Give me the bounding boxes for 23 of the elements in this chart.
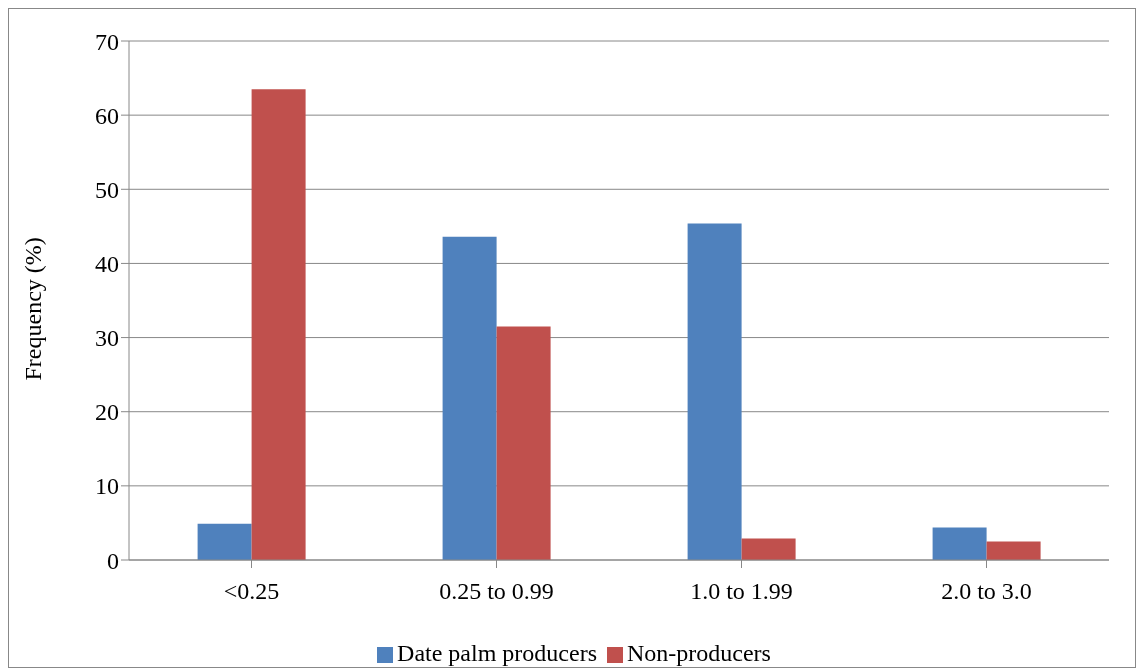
y-tick-label: 20 (95, 399, 119, 426)
bar (932, 527, 987, 560)
bar (442, 236, 497, 560)
bar (986, 541, 1041, 560)
legend-label: Date palm producers (397, 640, 597, 666)
x-tick-label: 0.25 to 0.99 (439, 578, 554, 605)
bar (741, 538, 796, 560)
y-tick-label: 0 (107, 547, 119, 574)
y-tick-label: 60 (95, 102, 119, 129)
bar (687, 223, 742, 560)
y-tick-label: 30 (95, 325, 119, 352)
legend-label: Non-producers (626, 640, 771, 666)
y-tick-label: 70 (95, 28, 119, 55)
x-tick-label: 2.0 to 3.0 (941, 578, 1032, 605)
x-tick-label: <0.25 (223, 578, 280, 605)
y-tick-label: 40 (95, 250, 119, 277)
bar (197, 523, 252, 560)
y-tick-label: 50 (95, 176, 119, 203)
bar (251, 89, 306, 560)
y-tick-label: 10 (95, 473, 119, 500)
y-axis-title: Frequency (%) (19, 237, 46, 381)
bar (496, 326, 551, 560)
x-tick-label: 1.0 to 1.99 (690, 578, 793, 605)
